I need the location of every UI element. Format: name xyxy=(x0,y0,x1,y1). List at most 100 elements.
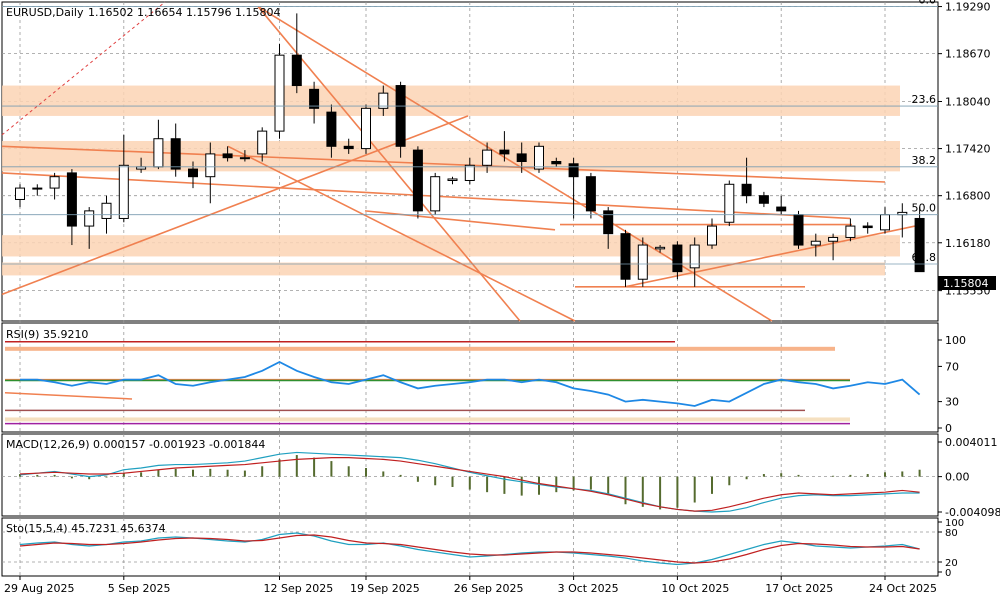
date-tick-label: 26 Sep 2025 xyxy=(454,582,524,595)
date-tick-label: 19 Sep 2025 xyxy=(350,582,420,595)
bull-candle xyxy=(274,54,285,132)
bear-candle xyxy=(585,176,596,212)
sto-tick-label: 100 xyxy=(945,518,964,529)
bull-candle xyxy=(655,246,666,250)
bull-candle xyxy=(845,225,856,238)
fib-label: 61.8 xyxy=(912,251,937,264)
bear-candle xyxy=(170,138,181,170)
bull-candle xyxy=(101,202,112,219)
bear-candle xyxy=(741,183,752,197)
price-tick-label: 1.16800 xyxy=(945,190,991,203)
bull-candle xyxy=(15,187,25,200)
dashed-channel-line xyxy=(1,1,166,136)
rsi-tick-label: 0 xyxy=(945,422,952,435)
sto-tick-label: 80 xyxy=(945,528,958,539)
price-tick-label: 1.18040 xyxy=(945,95,991,108)
bear-candle xyxy=(776,206,787,212)
price-tick-label: 1.16180 xyxy=(945,237,991,250)
bull-candle xyxy=(49,176,60,189)
bear-candle xyxy=(672,244,683,273)
fib-zones xyxy=(2,85,900,276)
fib-zone xyxy=(2,85,900,116)
fib-label: 38.2 xyxy=(912,154,937,167)
bear-candle xyxy=(551,161,562,165)
bull-candle xyxy=(118,164,129,219)
macd-tick-label: 0.00 xyxy=(945,471,970,484)
date-tick-label: 24 Oct 2025 xyxy=(869,582,937,595)
bull-candle xyxy=(239,157,250,160)
bull-candle xyxy=(689,244,700,269)
sto-tick-label: 20 xyxy=(945,558,958,569)
bull-candle xyxy=(810,240,821,246)
bull-candle xyxy=(378,92,389,109)
trend-line xyxy=(227,145,576,322)
bull-candle xyxy=(153,138,164,168)
price-tick-label: 1.19290 xyxy=(945,1,991,14)
bear-candle xyxy=(188,168,198,178)
bull-candle xyxy=(828,236,839,242)
bear-candle xyxy=(291,54,302,87)
bull-candle xyxy=(880,214,890,231)
fib-levels: 0.0 23.6 38.2 50.0 61.8 xyxy=(2,0,938,265)
price-tick-label: 1.17420 xyxy=(945,143,991,156)
bull-candle xyxy=(447,178,458,181)
bear-candle xyxy=(793,214,804,246)
trend-line xyxy=(364,210,556,231)
bull-candle xyxy=(637,244,648,280)
bear-candle xyxy=(222,153,233,159)
bear-candle xyxy=(620,233,631,280)
fib-zone xyxy=(2,140,900,172)
bull-candle xyxy=(430,176,441,212)
fib-label: 23.6 xyxy=(912,93,937,106)
bear-candle xyxy=(499,149,510,155)
rsi-trend-line xyxy=(4,392,133,400)
macd-tick-label: -0.004098 xyxy=(945,506,1000,519)
bull-candle xyxy=(361,107,371,150)
date-tick-label: 5 Sep 2025 xyxy=(108,582,171,595)
bear-candle xyxy=(516,153,527,162)
macd-label: MACD(12,26,9) 0.000157 -0.001923 -0.0018… xyxy=(6,438,265,451)
bull-candle xyxy=(84,210,95,227)
candles xyxy=(15,13,925,287)
bear-candle xyxy=(914,217,925,273)
bull-candle xyxy=(534,145,544,170)
bear-candle xyxy=(66,172,77,227)
fib-label: 50.0 xyxy=(912,202,937,215)
rsi-line xyxy=(20,360,921,407)
bull-candle xyxy=(257,130,268,155)
macd-tick-label: 0.004011 xyxy=(945,436,998,449)
bull-candle xyxy=(724,183,735,223)
symbol-label: EURUSD,Daily xyxy=(6,6,84,19)
price-tick-label: 1.18670 xyxy=(945,48,991,61)
rsi-indicator: 100 70 30 0 xyxy=(4,334,966,435)
bull-candle xyxy=(32,187,43,190)
bull-candle xyxy=(464,164,475,181)
sto-d-line xyxy=(19,534,920,564)
bear-candle xyxy=(758,195,769,204)
macd-indicator: 0.004011 0.00 -0.004098 xyxy=(2,436,1000,519)
trend-line xyxy=(1,145,886,183)
date-tick-label: 12 Sep 2025 xyxy=(264,582,334,595)
fib-label: 0.0 xyxy=(919,0,937,7)
bull-candle xyxy=(482,149,493,166)
sto-tick-label: 0 xyxy=(945,568,951,579)
rsi-ref-band xyxy=(5,417,850,422)
sto-k-line xyxy=(19,532,920,566)
trend-line xyxy=(257,5,773,322)
sto-label: Sto(15,5,4) 45.7231 45.6374 xyxy=(6,522,166,535)
last-price-box xyxy=(938,276,996,290)
rsi-ref-band xyxy=(5,346,835,351)
date-axis: 29 Aug 2025 5 Sep 2025 12 Sep 2025 19 Sep 2… xyxy=(4,576,937,595)
bear-candle xyxy=(395,85,406,147)
bear-candle xyxy=(603,210,614,235)
bear-candle xyxy=(862,225,873,229)
bear-candle xyxy=(412,149,423,212)
rsi-tick-label: 30 xyxy=(945,396,959,409)
bear-candle xyxy=(343,145,354,150)
rsi-tick-label: 70 xyxy=(945,360,959,373)
date-tick-label: 29 Aug 2025 xyxy=(4,582,74,595)
bull-candle xyxy=(707,225,717,246)
date-tick-label: 17 Oct 2025 xyxy=(765,582,833,595)
